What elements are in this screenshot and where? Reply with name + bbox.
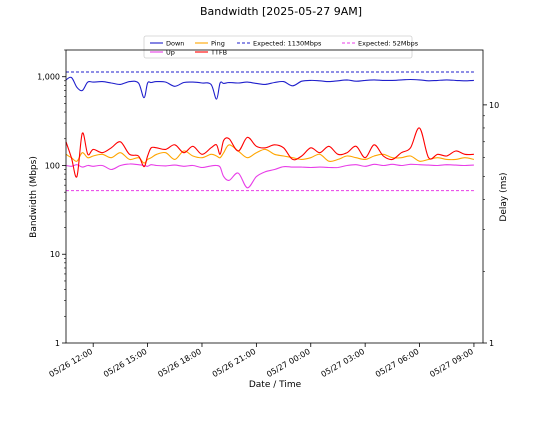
legend-label: Ping [211,40,225,48]
plot-frame [65,49,484,344]
y-left-tick-label: 1,000 [37,73,60,82]
legend-label: Expected: 52Mbps [358,40,419,48]
x-tick-label: 05/26 18:00 [156,347,203,379]
y-right-tick-label: 10 [489,101,499,110]
series-line-up [65,163,474,189]
y-axis-right-label: Delay (ms) [499,172,509,221]
x-tick-label: 05/26 15:00 [102,347,149,379]
y-left-tick-label: 10 [50,250,60,259]
y-left-tick-label: 1 [55,339,60,348]
legend-box [143,35,413,59]
y-left-tick-label: 100 [45,161,60,170]
x-tick-label: 05/27 09:00 [428,347,475,379]
y-right-tick-label: 1 [489,339,494,348]
y-axis-left-label: Bandwidth (Mbps) [29,156,39,238]
x-tick-label: 05/27 00:00 [265,347,312,379]
legend-label: Expected: 1130Mbps [253,40,322,48]
x-tick-label: 05/26 12:00 [48,347,95,379]
x-tick-label: 05/27 03:00 [320,347,367,379]
x-tick-label: 05/27 06:00 [374,347,421,379]
x-tick-label: 05/26 21:00 [211,347,258,379]
series-line-down [65,76,474,100]
series-line-ttfb [65,127,474,178]
chart-title: Bandwidth [2025-05-27 9AM] [200,5,362,18]
legend-label: Up [166,49,175,57]
plot-lines [65,71,474,192]
x-axis-label: Date / Time [249,380,302,390]
legend-label: TTFB [210,49,227,57]
series-line-ping [65,144,474,164]
legend-label: Down [166,40,184,48]
